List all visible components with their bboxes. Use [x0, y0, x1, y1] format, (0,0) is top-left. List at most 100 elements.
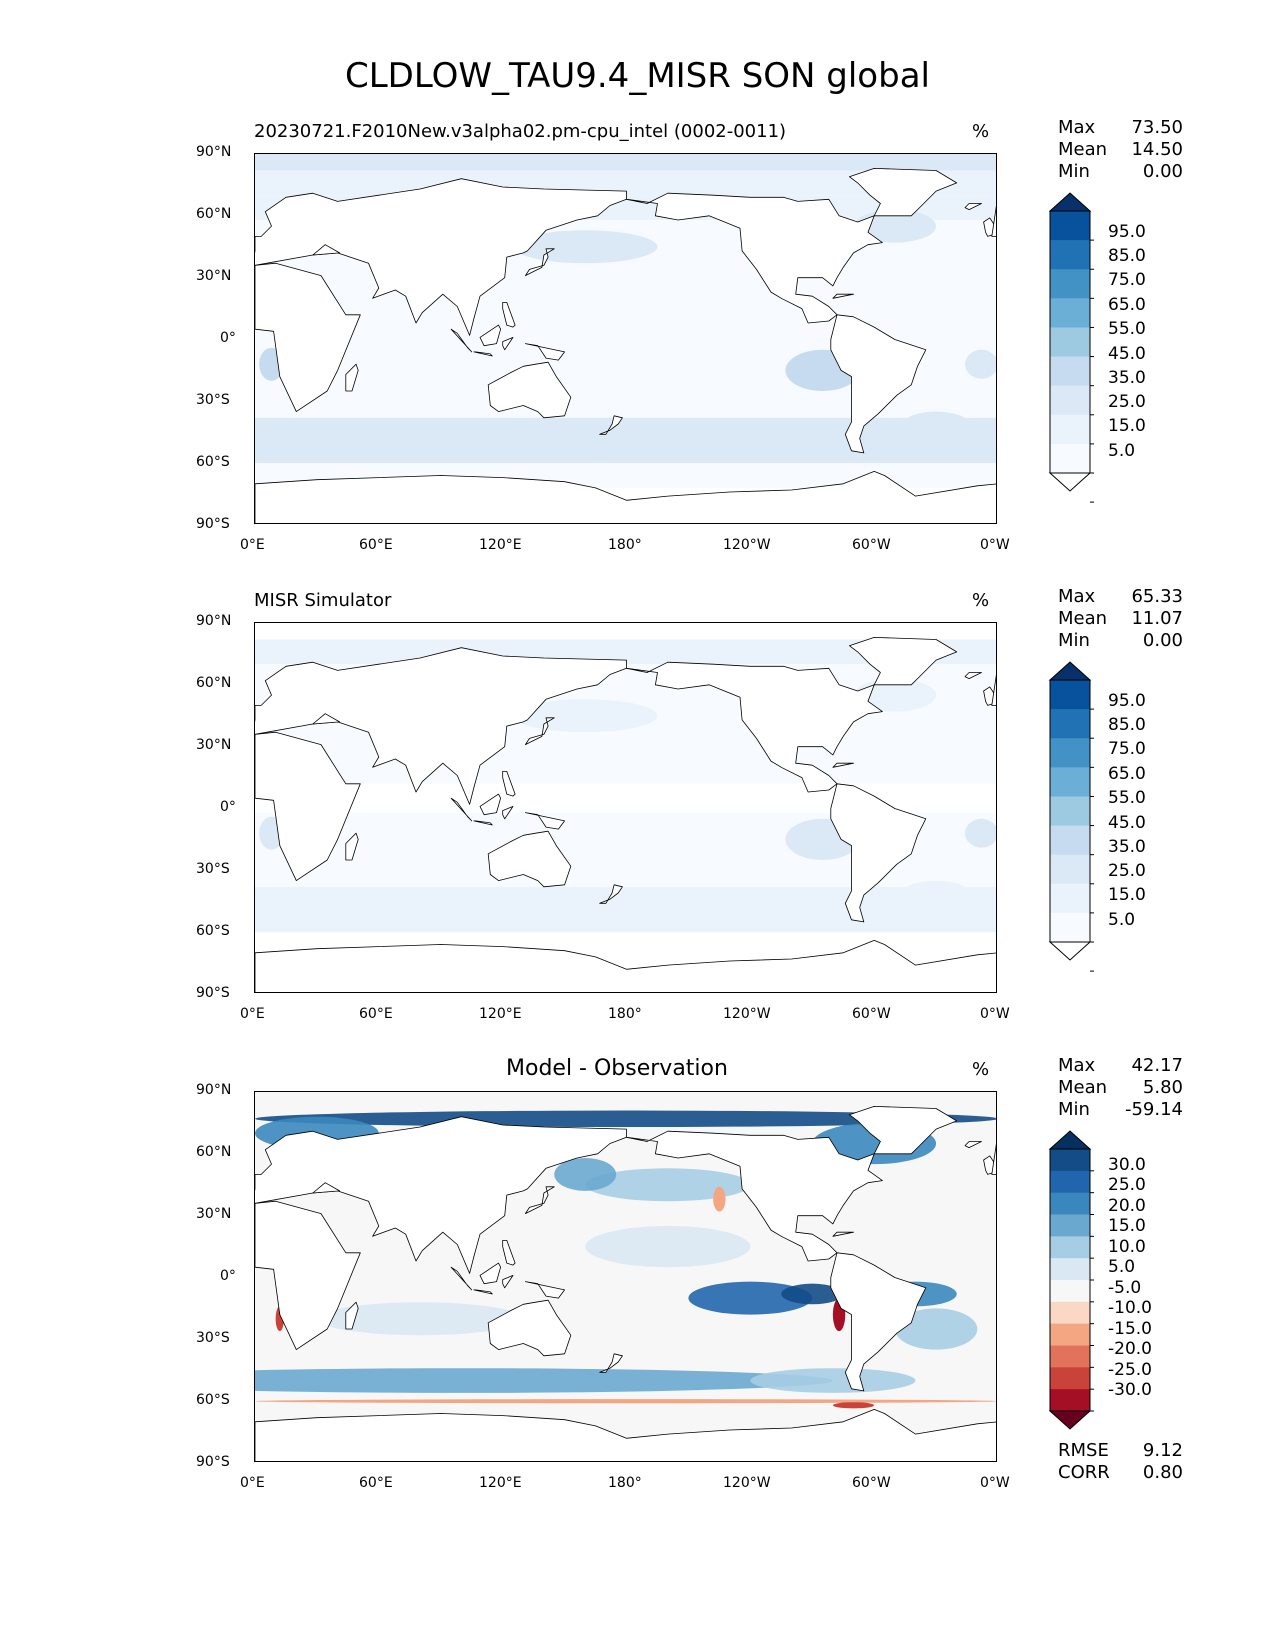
landmass	[345, 1301, 359, 1330]
landmass	[524, 812, 566, 830]
colorbar-label: 85.0	[1108, 246, 1146, 266]
landmass	[502, 1274, 514, 1289]
landmass	[832, 293, 854, 299]
colorbar-label: 25.0	[1108, 392, 1146, 412]
colorbar-segment	[1050, 1192, 1090, 1215]
colorbar-segment	[1050, 211, 1090, 241]
colorbar-label: 15.0	[1108, 1216, 1146, 1236]
colorbar-label: 35.0	[1108, 368, 1146, 388]
colorbar-label: 85.0	[1108, 715, 1146, 735]
colorbar-extend-top	[1048, 661, 1092, 681]
landmass	[473, 351, 493, 357]
colorbar-segment	[1050, 240, 1090, 270]
lat-tick: 30°S	[196, 392, 230, 408]
landmass	[502, 301, 516, 328]
landmass	[345, 832, 359, 861]
stat-label: Min	[1058, 630, 1090, 651]
lon-tick: 120°W	[723, 537, 771, 553]
colorbar-label: 10.0	[1108, 1237, 1146, 1257]
lat-tick: 30°N	[196, 268, 232, 284]
landmass	[255, 262, 361, 413]
lat-tick: 0°	[220, 1268, 236, 1284]
stat-label: Min	[1058, 161, 1090, 182]
stat-value: 0.00	[1142, 630, 1183, 651]
landmass	[830, 783, 927, 923]
colorbar-segment	[1050, 854, 1090, 885]
colorbar-segment	[1050, 767, 1090, 797]
landmass	[502, 336, 514, 351]
colorbar	[1048, 661, 1094, 972]
lat-tick: 0°	[220, 330, 236, 346]
metric-label: CORR	[1058, 1462, 1110, 1483]
colorbar-segment	[1050, 269, 1090, 299]
landmass	[345, 363, 359, 392]
landmass	[991, 674, 996, 706]
lon-tick: 0°E	[240, 537, 265, 553]
lat-tick: 90°S	[196, 985, 230, 1001]
stat-value: 14.50	[1131, 139, 1183, 160]
lon-tick: 60°E	[359, 537, 393, 553]
colorbar-extend-bottom	[1048, 1410, 1092, 1430]
landmass	[626, 1130, 883, 1262]
landmass	[479, 1262, 502, 1285]
lat-tick: 60°S	[196, 1392, 230, 1408]
colorbar-segment	[1050, 1345, 1090, 1368]
colorbar-segment	[1050, 912, 1090, 943]
colorbar-label: -30.0	[1108, 1380, 1152, 1400]
lat-tick: 30°N	[196, 737, 232, 753]
landmass	[473, 1289, 493, 1295]
colorbar-label: -20.0	[1108, 1339, 1152, 1359]
colorbar-label: 75.0	[1108, 739, 1146, 759]
colorbar-segment	[1050, 825, 1090, 856]
lat-tick: 30°S	[196, 861, 230, 877]
lon-tick: 60°W	[852, 1006, 891, 1022]
colorbar-segment	[1050, 738, 1090, 768]
lon-tick: 120°E	[479, 1006, 522, 1022]
map-model	[254, 153, 997, 524]
metrics-box: RMSE 9.12 CORR 0.80	[1058, 1440, 1183, 1484]
stat-label: Mean	[1058, 1077, 1108, 1098]
landmass	[964, 203, 982, 210]
landmass	[830, 314, 927, 454]
page-title: CLDLOW_TAU9.4_MISR SON global	[345, 56, 930, 96]
landmass	[849, 167, 958, 217]
stat-value: 0.00	[1142, 161, 1183, 182]
stats-box: Max 65.33 Mean 11.07 Min 0.00	[1058, 586, 1183, 652]
colorbar-extend-bottom	[1048, 941, 1092, 961]
colorbar-label: -15.0	[1108, 1319, 1152, 1339]
colorbar-label: 30.0	[1108, 1155, 1146, 1175]
landmass	[255, 939, 996, 992]
colorbar-label: 65.0	[1108, 295, 1146, 315]
lat-tick: 60°S	[196, 923, 230, 939]
colorbar-segment	[1050, 680, 1090, 710]
stat-value: 11.07	[1131, 608, 1183, 629]
units-label: %	[972, 1059, 990, 1080]
colorbar	[1048, 192, 1094, 503]
lat-tick: 90°N	[196, 144, 232, 160]
stat-value: 42.17	[1131, 1055, 1183, 1076]
colorbar-label: 75.0	[1108, 270, 1146, 290]
lon-tick: 120°E	[479, 537, 522, 553]
colorbar-segment	[1050, 1170, 1090, 1194]
stat-label: Mean	[1058, 608, 1108, 629]
map-difference	[254, 1091, 997, 1462]
colorbar-label: 20.0	[1108, 1196, 1146, 1216]
colorbar-label: 15.0	[1108, 885, 1146, 905]
colorbar-label: 5.0	[1108, 441, 1136, 461]
landmass	[479, 793, 502, 816]
landmass	[502, 1239, 516, 1266]
colorbar-label: -10.0	[1108, 1298, 1152, 1318]
lon-tick: 180°	[608, 1475, 642, 1491]
lat-tick: 30°S	[196, 1330, 230, 1346]
metric-value: 0.80	[1142, 1462, 1183, 1483]
metric-label: RMSE	[1058, 1440, 1109, 1461]
metric-value: 9.12	[1142, 1440, 1183, 1461]
landmass	[312, 713, 340, 725]
stat-label: Max	[1058, 586, 1096, 607]
landmass	[255, 470, 996, 523]
landmass	[255, 1408, 996, 1461]
lon-tick: 0°E	[240, 1006, 265, 1022]
colorbar-label: 95.0	[1108, 691, 1146, 711]
landmass	[255, 647, 627, 805]
stat-label: Mean	[1058, 139, 1108, 160]
